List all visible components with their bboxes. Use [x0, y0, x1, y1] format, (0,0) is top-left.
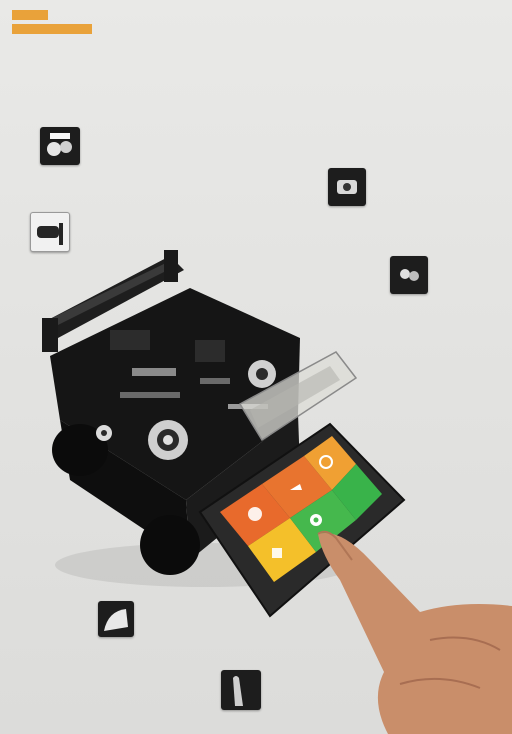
touch-screen [198, 422, 406, 618]
cleaver-photo-icon [40, 127, 80, 165]
heater-photo-icon [328, 168, 366, 206]
fiber-holder-photo-icon [30, 212, 70, 252]
electrode-photo-icon [390, 256, 428, 294]
touch-photo-icon [221, 670, 261, 710]
screen-tile-gear [290, 490, 356, 552]
splicer-handle [42, 250, 184, 352]
wind-protector-lid [238, 351, 358, 442]
battery-photo-icon [98, 601, 134, 637]
screen-tile-timer [304, 436, 356, 490]
screen-tile-green [332, 464, 382, 520]
section-subtitle-tag [12, 24, 92, 34]
pointing-hand [317, 530, 512, 734]
section-tag [12, 10, 48, 20]
